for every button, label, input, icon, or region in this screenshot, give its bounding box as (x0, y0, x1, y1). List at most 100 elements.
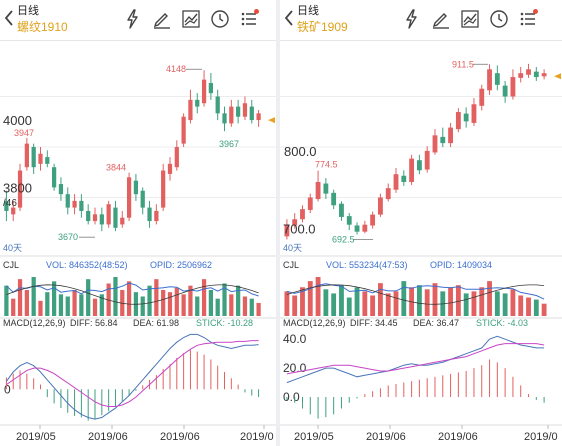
candle-body[interactable] (401, 175, 407, 182)
candle-body[interactable] (518, 73, 524, 78)
candle-body[interactable] (181, 116, 186, 144)
candle-body[interactable] (424, 150, 430, 170)
clock-icon[interactable] (488, 8, 510, 30)
candle-body[interactable] (79, 200, 84, 211)
stick-readout: STICK: -4.03 (476, 318, 528, 328)
candle-body[interactable] (249, 106, 254, 121)
volume-bar (510, 289, 516, 316)
volume-bar (113, 277, 118, 316)
candle-body[interactable] (463, 113, 469, 122)
candle-body[interactable] (533, 71, 539, 78)
candle-body[interactable] (140, 190, 145, 208)
candle-body[interactable] (222, 113, 227, 124)
candle-body[interactable] (45, 157, 50, 164)
list-icon[interactable] (238, 8, 260, 30)
candle-body[interactable] (416, 160, 422, 171)
panel-divider (276, 0, 280, 446)
candle-body[interactable] (432, 135, 438, 153)
candle-body[interactable] (92, 214, 98, 222)
candle-body[interactable] (526, 69, 531, 75)
candle-body[interactable] (11, 207, 16, 215)
date-tick-label: 2019/06 (438, 431, 478, 443)
candle-body[interactable] (487, 69, 492, 91)
candle-body[interactable] (440, 136, 446, 144)
candle-body[interactable] (99, 214, 104, 225)
candle-body[interactable] (31, 147, 36, 168)
candle-body[interactable] (147, 207, 152, 222)
candle-body[interactable] (307, 197, 313, 210)
contract-code[interactable]: 螺纹1910 (17, 20, 68, 34)
candle-body[interactable] (346, 216, 352, 225)
candle-body[interactable] (215, 96, 220, 114)
candle-body[interactable] (17, 170, 23, 208)
lightning-icon[interactable] (401, 8, 423, 30)
candle-body[interactable] (378, 197, 383, 215)
candle-body[interactable] (393, 174, 399, 190)
kline-chart[interactable]: 4000 3800/46 3947 3844 3967 4148 3670 40天 CJL VOL… (0, 40, 276, 446)
stick-readout: STICK: -10.28 (196, 318, 253, 328)
candle-body[interactable] (331, 192, 337, 206)
candle-body[interactable] (161, 170, 166, 208)
candle-body[interactable] (195, 99, 200, 107)
candle-body[interactable] (292, 219, 298, 226)
candle-body[interactable] (4, 200, 9, 211)
draw-pen-icon[interactable] (430, 8, 452, 30)
candle-body[interactable] (510, 77, 516, 97)
back-chevron-icon[interactable] (282, 6, 296, 30)
candle-body[interactable] (448, 127, 453, 144)
candle-body[interactable] (323, 183, 329, 194)
candle-body[interactable] (201, 79, 207, 104)
candle-body[interactable] (479, 88, 485, 106)
volume-bar (323, 289, 329, 316)
candle-body[interactable] (242, 103, 248, 117)
indicator-icon[interactable] (459, 8, 481, 30)
candle-body[interactable] (133, 180, 139, 195)
candle-body[interactable] (113, 207, 118, 228)
candle-body[interactable] (236, 106, 241, 117)
candle-body[interactable] (106, 204, 111, 225)
candle-body[interactable] (188, 99, 193, 121)
candle-body[interactable] (126, 177, 132, 218)
candle-body[interactable] (174, 147, 179, 168)
candle-body[interactable] (208, 83, 213, 94)
indicator-icon[interactable] (180, 8, 202, 30)
candle-body[interactable] (370, 214, 376, 226)
candle-body[interactable] (354, 225, 360, 232)
kline-chart[interactable]: 800.0 700.0 774.5 911.5 692.5 40天 CJL VOL: 5532… (280, 40, 562, 446)
candle-body[interactable] (120, 217, 125, 225)
draw-pen-icon[interactable] (151, 8, 173, 30)
low-price-label: 3670 (58, 232, 78, 242)
candle-body[interactable] (300, 209, 305, 220)
candle-body[interactable] (502, 85, 508, 97)
candle-body[interactable] (167, 163, 173, 174)
candle-body[interactable] (471, 104, 477, 123)
candle-body[interactable] (315, 181, 321, 200)
volume-bar (541, 303, 547, 316)
candle-body[interactable] (229, 106, 234, 124)
volume-bar (292, 295, 298, 316)
candle-body[interactable] (362, 224, 368, 232)
candle-body[interactable] (24, 143, 29, 168)
candle-body[interactable] (409, 158, 415, 182)
candle-body[interactable] (38, 153, 43, 164)
candle-body[interactable] (65, 194, 70, 208)
back-chevron-icon[interactable] (2, 6, 16, 30)
candle-body[interactable] (385, 188, 391, 200)
candle-body[interactable] (256, 113, 261, 121)
candle-body[interactable] (86, 210, 91, 222)
volume-bar (215, 298, 220, 316)
candle-body[interactable] (455, 112, 461, 130)
clock-icon[interactable] (209, 8, 231, 30)
list-icon[interactable] (517, 8, 539, 30)
candle-body[interactable] (494, 73, 500, 85)
candle-body[interactable] (58, 184, 64, 195)
candle-body[interactable] (339, 203, 344, 217)
candle-body[interactable] (52, 167, 57, 188)
candle-body[interactable] (154, 210, 159, 222)
candle-body[interactable] (284, 224, 290, 237)
candle-body[interactable] (72, 200, 77, 208)
candle-body[interactable] (541, 73, 547, 77)
lightning-icon[interactable] (122, 8, 144, 30)
contract-code[interactable]: 铁矿1909 (297, 20, 348, 34)
diff-line (286, 335, 545, 384)
